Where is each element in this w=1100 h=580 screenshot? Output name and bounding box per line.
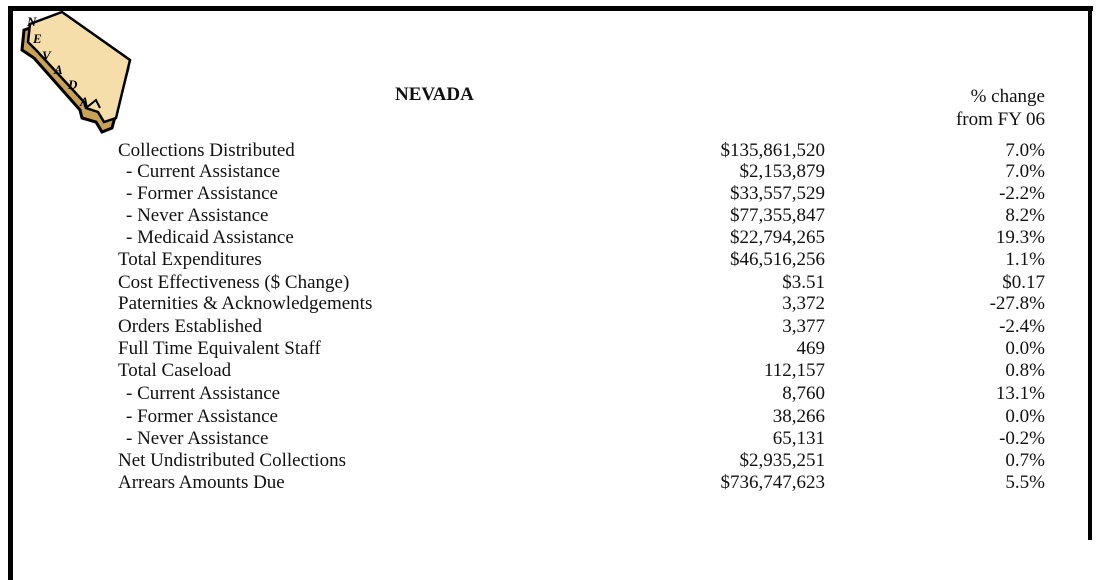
row-change: 1.1% — [1005, 249, 1045, 270]
table-row: Net Undistributed Collections $2,935,251 0… — [0, 450, 1100, 472]
row-value: 65,131 — [772, 428, 825, 449]
table-row: - Never Assistance $77,355,847 8.2% — [0, 205, 1100, 227]
row-value: 3,377 — [782, 316, 825, 337]
row-change: 7.0% — [1005, 140, 1045, 161]
row-label: Orders Established — [118, 316, 263, 337]
table-row: Total Expenditures $46,516,256 1.1% — [0, 249, 1100, 271]
row-value: 112,157 — [763, 360, 825, 381]
table-row: - Current Assistance $2,153,879 7.0% — [0, 161, 1100, 183]
frame — [1088, 6, 1092, 540]
table-row: - Former Assistance $33,557,529 -2.2% — [0, 183, 1100, 205]
frame — [8, 6, 1093, 11]
map-letter: E — [32, 31, 42, 46]
table-row: - Medicaid Assistance $22,794,265 19.3% — [0, 227, 1100, 249]
row-label: - Never Assistance — [126, 428, 269, 449]
table-row: - Current Assistance 8,760 13.1% — [0, 383, 1100, 405]
row-change: 7.0% — [1005, 161, 1045, 182]
map-letter: V — [42, 48, 52, 63]
row-value: $736,747,623 — [720, 472, 826, 493]
row-change: -2.4% — [999, 316, 1045, 337]
row-label: Full Time Equivalent Staff — [118, 338, 321, 359]
column-header: % change — [970, 86, 1045, 107]
row-value: 38,266 — [772, 406, 825, 427]
row-change: -2.2% — [999, 183, 1045, 204]
map-letter: N — [26, 14, 37, 29]
map-letter: A — [79, 94, 89, 109]
row-change: 19.3% — [995, 227, 1045, 248]
row-value: $135,861,520 — [720, 140, 826, 161]
row-change: -27.8% — [989, 293, 1045, 314]
column-header: from FY 06 — [955, 109, 1045, 130]
row-label: - Never Assistance — [126, 205, 269, 226]
table-row: Arrears Amounts Due $736,747,623 5.5% — [0, 472, 1100, 494]
map-shape — [26, 10, 132, 124]
row-label: - Medicaid Assistance — [126, 227, 294, 248]
row-value: $33,557,529 — [730, 183, 825, 204]
row-change: $0.17 — [1002, 272, 1045, 293]
map-icon: N E V A D A — [20, 10, 132, 134]
row-label: - Current Assistance — [126, 383, 281, 404]
row-change: 0.8% — [1005, 360, 1045, 381]
map-letter: A — [53, 62, 63, 77]
title: NEVADA — [395, 84, 474, 105]
row-label: Collections Distributed — [118, 140, 295, 161]
table-row: - Former Assistance 38,266 0.0% — [0, 406, 1100, 428]
row-change: 0.0% — [1005, 406, 1045, 427]
row-label: Paternities & Acknowledgements — [118, 293, 373, 314]
row-change: 13.1% — [995, 383, 1045, 404]
row-label: Net Undistributed Collections — [118, 450, 346, 471]
row-label: Arrears Amounts Due — [118, 472, 285, 493]
row-value: $46,516,256 — [730, 249, 825, 270]
row-value: $22,794,265 — [730, 227, 825, 248]
row-value: 3,372 — [782, 293, 825, 314]
row-label: Total Caseload — [118, 360, 232, 381]
map-letter: D — [67, 77, 78, 92]
table-row: - Never Assistance 65,131 -0.2% — [0, 428, 1100, 450]
row-change: 0.7% — [1005, 450, 1045, 471]
row-label: - Former Assistance — [126, 406, 278, 427]
row-change: 5.5% — [1005, 472, 1045, 493]
row-value: $77,355,847 — [730, 205, 825, 226]
table-row: Orders Established 3,377 -2.4% — [0, 316, 1100, 338]
row-label: Cost Effectiveness ($ Change) — [118, 272, 350, 293]
row-change: 8.2% — [1005, 205, 1045, 226]
row-value: $2,153,879 — [739, 161, 826, 182]
table-row: Cost Effectiveness ($ Change) $3.51 $0.17 — [0, 272, 1100, 294]
row-label: - Former Assistance — [126, 183, 278, 204]
row-value: 469 — [796, 338, 826, 359]
row-value: 8,760 — [782, 383, 825, 404]
row-value: $3.51 — [782, 272, 825, 293]
table-row: Total Caseload 112,157 0.8% — [0, 360, 1100, 382]
row-label: - Current Assistance — [126, 161, 281, 182]
row-change: -0.2% — [999, 428, 1045, 449]
frame — [8, 6, 13, 580]
row-change: 0.0% — [1005, 338, 1045, 359]
table-row: Paternities & Acknowledgements 3,372 -27.8… — [0, 293, 1100, 315]
table-row: Full Time Equivalent Staff 469 0.0% — [0, 338, 1100, 360]
table-row: Collections Distributed $135,861,520 7.0% — [0, 140, 1100, 162]
map-detail — [85, 98, 101, 109]
row-value: $2,935,251 — [739, 450, 826, 471]
row-label: Total Expenditures — [118, 249, 262, 270]
